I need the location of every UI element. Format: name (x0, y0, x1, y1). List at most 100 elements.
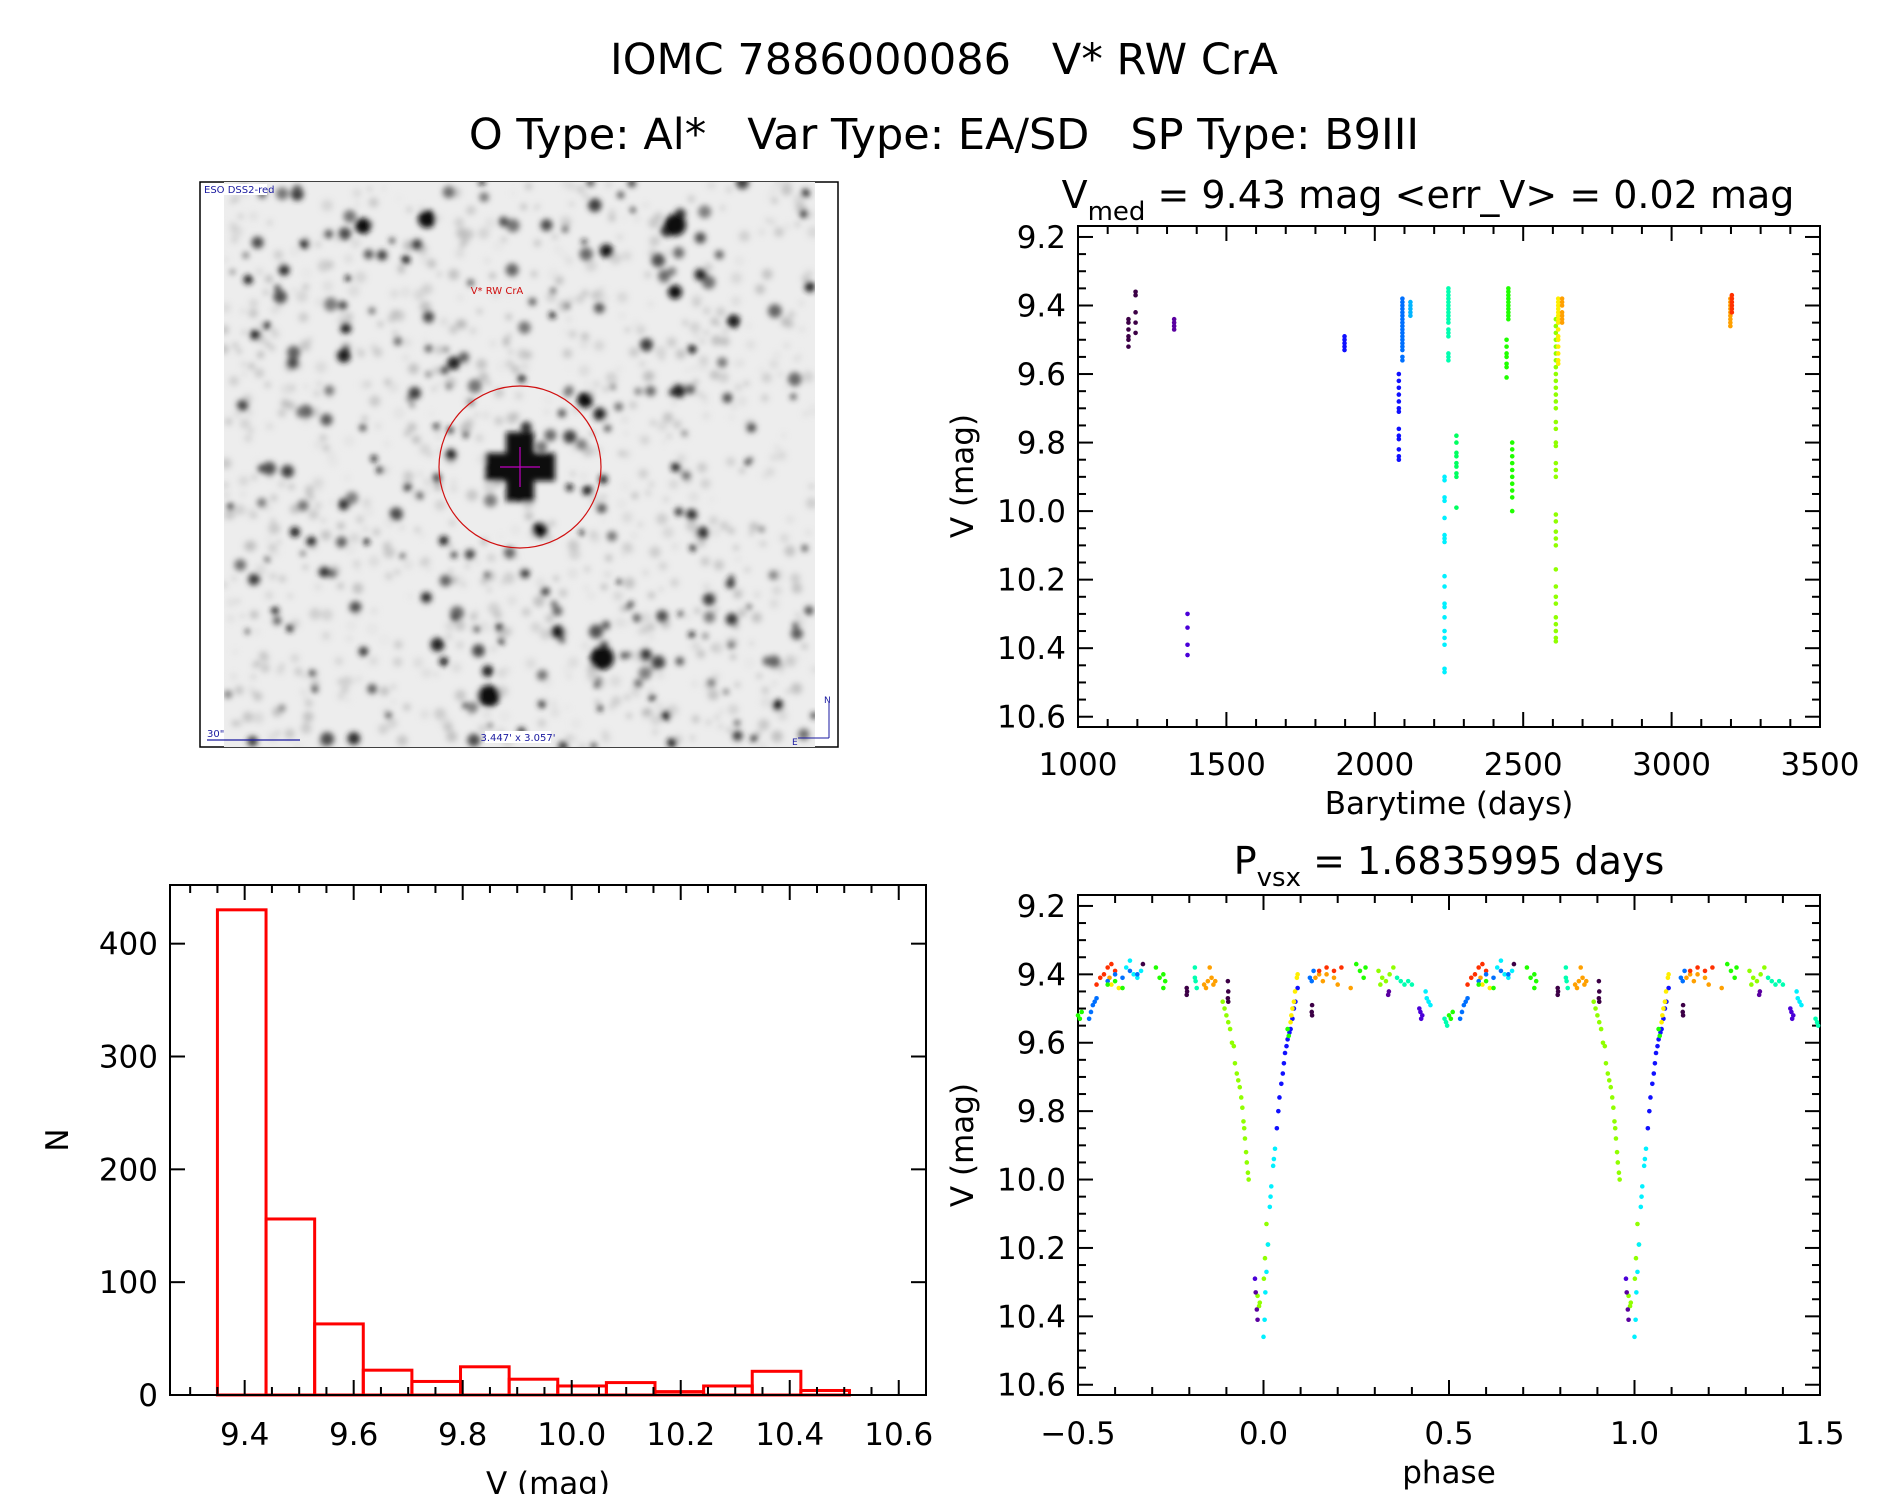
data-point (1442, 477, 1447, 483)
star (645, 385, 656, 397)
sky-noise (414, 526, 421, 533)
data-point (1624, 1290, 1630, 1295)
sky-noise (744, 567, 751, 573)
data-point (1276, 1108, 1281, 1114)
star (767, 304, 782, 318)
star (318, 566, 330, 578)
star (610, 384, 616, 390)
sky-noise (583, 380, 592, 389)
sky-noise (224, 417, 233, 426)
y-tick-label: 0 (138, 1378, 158, 1414)
sky-noise (621, 250, 632, 261)
sky-noise (420, 556, 431, 567)
data-point (1120, 975, 1125, 981)
data-point (1442, 536, 1447, 541)
sky-noise (403, 430, 411, 437)
data-point (1603, 1060, 1609, 1066)
sky-noise (505, 313, 513, 321)
data-point (1112, 972, 1118, 977)
sky-noise (242, 711, 254, 723)
star (698, 205, 712, 219)
sky-noise (475, 358, 487, 370)
sky-noise (611, 696, 622, 707)
sky-noise (224, 325, 230, 335)
sky-noise (727, 527, 735, 535)
survey-label: ESO DSS2-red (204, 185, 274, 196)
data-point (1400, 323, 1405, 329)
data-point (1448, 1016, 1454, 1022)
sky-noise (433, 428, 443, 437)
star (393, 336, 403, 346)
star (338, 300, 348, 310)
data-point (1316, 968, 1322, 974)
data-point (1171, 323, 1177, 329)
sky-noise (736, 395, 748, 407)
scale-bar-label: 30" (207, 729, 224, 740)
star (236, 399, 249, 412)
sky-noise (715, 307, 726, 317)
sky-noise (568, 733, 578, 744)
star (271, 606, 279, 615)
data-point (1553, 440, 1559, 445)
bright-star (664, 214, 686, 236)
data-point (1454, 450, 1459, 456)
sky-noise (654, 701, 665, 712)
data-point (1162, 978, 1168, 984)
data-point (1245, 1170, 1251, 1176)
y-tick-label: 9.6 (1017, 357, 1066, 393)
sky-noise (769, 218, 776, 226)
sky-noise (543, 697, 549, 703)
star (430, 637, 445, 652)
data-point (1309, 1009, 1315, 1015)
sky-noise (458, 295, 463, 301)
star (550, 600, 558, 608)
sky-noise (264, 341, 271, 347)
data-point (1504, 351, 1509, 356)
sky-noise (713, 559, 725, 571)
sky-noise (710, 527, 721, 538)
sky-noise (406, 422, 417, 433)
star (278, 704, 286, 712)
sky-noise (644, 271, 652, 279)
star (633, 679, 643, 688)
sky-noise (318, 258, 331, 271)
sky-noise (777, 710, 788, 721)
star (550, 625, 565, 639)
data-point (1391, 965, 1396, 970)
star (599, 244, 614, 258)
data-point (1574, 985, 1580, 991)
sky-noise (310, 407, 320, 418)
sky-noise (312, 477, 324, 489)
star (368, 307, 376, 315)
data-point (1400, 344, 1405, 349)
target-label: V* RW CrA (471, 286, 524, 297)
star (300, 550, 306, 557)
star (696, 526, 710, 540)
sky-noise (511, 365, 520, 374)
star (772, 699, 784, 711)
star (450, 551, 458, 559)
data-point (1702, 968, 1708, 974)
sky-noise (354, 271, 367, 284)
data-point (1648, 1095, 1653, 1100)
sky-noise (774, 227, 785, 238)
sky-noise (666, 433, 672, 439)
sky-noise (702, 306, 711, 315)
sky-noise (639, 203, 645, 208)
sky-noise (476, 454, 488, 465)
data-point (1211, 982, 1216, 987)
sky-noise (309, 608, 322, 620)
sky-noise (343, 253, 354, 264)
data-point (1650, 1081, 1655, 1087)
star (439, 536, 449, 546)
sky-noise (671, 710, 678, 717)
data-point (1617, 1177, 1622, 1182)
sky-noise (798, 326, 806, 333)
star (758, 526, 765, 533)
sky-noise (696, 462, 708, 473)
star (494, 623, 504, 632)
sky-noise (251, 512, 258, 519)
data-point (1446, 292, 1451, 298)
star (579, 247, 593, 261)
